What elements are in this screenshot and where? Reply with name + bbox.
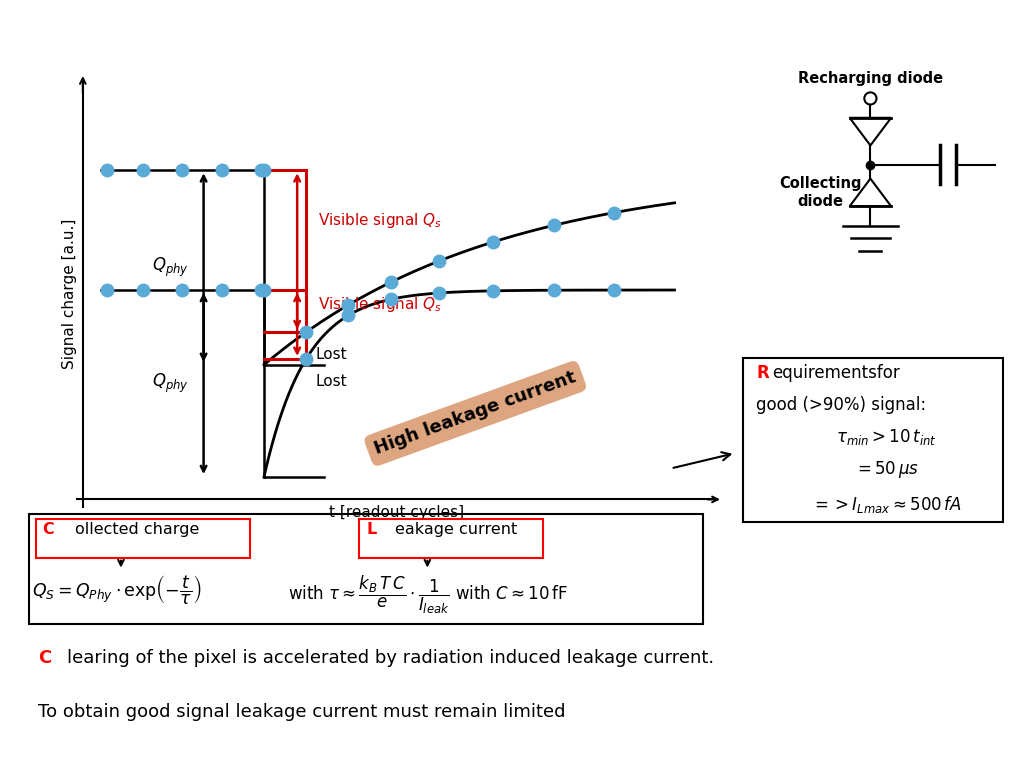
Text: $Q_{phy}$: $Q_{phy}$ xyxy=(152,372,188,395)
Text: equirementsfor: equirementsfor xyxy=(772,364,900,382)
Text: $= 50\,\mu s$: $= 50\,\mu s$ xyxy=(854,459,920,480)
Text: $Q_S = Q_{Phy} \cdot \exp\!\left(-\dfrac{t}{\tau}\right)$: $Q_S = Q_{Phy} \cdot \exp\!\left(-\dfrac… xyxy=(33,574,202,607)
Y-axis label: Signal charge [a.u.]: Signal charge [a.u.] xyxy=(62,219,77,369)
Text: Recharging diode: Recharging diode xyxy=(798,71,943,86)
Text: Visible signal $Q_s$: Visible signal $Q_s$ xyxy=(318,296,442,314)
Text: C: C xyxy=(43,522,54,537)
Text: Visible signal $Q_s$: Visible signal $Q_s$ xyxy=(318,211,442,230)
Text: Lost: Lost xyxy=(315,347,347,362)
Text: eakage current: eakage current xyxy=(394,522,517,537)
Text: $\tau_{min} > 10\,t_{int}$: $\tau_{min} > 10\,t_{int}$ xyxy=(837,427,937,447)
Text: with $\tau \approx \dfrac{k_B\,T\,C}{e} \cdot \dfrac{1}{I_{leak}}$ with $C \appr: with $\tau \approx \dfrac{k_B\,T\,C}{e} … xyxy=(288,574,567,616)
X-axis label: t [readout cycles]: t [readout cycles] xyxy=(330,505,464,520)
Text: good (>90%) signal:: good (>90%) signal: xyxy=(757,396,927,415)
Text: Collecting
diode: Collecting diode xyxy=(779,177,862,209)
Text: L: L xyxy=(367,522,377,537)
Text: High leakage current: High leakage current xyxy=(372,369,579,458)
Text: Leakage current in SB pixels: Leakage current in SB pixels xyxy=(295,17,729,46)
Text: ollected charge: ollected charge xyxy=(75,522,199,537)
Text: $=> I_{Lmax} \approx 500\,fA$: $=> I_{Lmax} \approx 500\,fA$ xyxy=(811,494,962,515)
Text: Lost: Lost xyxy=(315,374,347,389)
Text: To obtain good signal leakage current must remain limited: To obtain good signal leakage current mu… xyxy=(38,703,566,720)
Text: $Q_{phy}$: $Q_{phy}$ xyxy=(152,256,188,280)
Text: R: R xyxy=(757,364,769,382)
Text: learing of the pixel is accelerated by radiation induced leakage current.: learing of the pixel is accelerated by r… xyxy=(67,650,714,667)
Text: C: C xyxy=(38,650,51,667)
